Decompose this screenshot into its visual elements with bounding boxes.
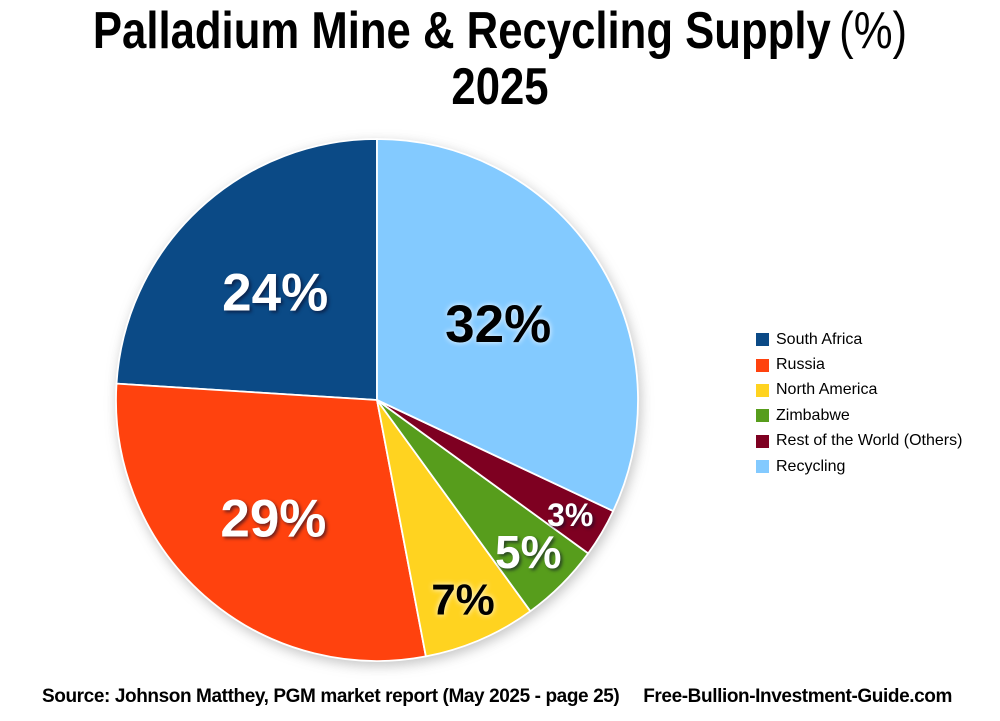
footer-source-text: Source: Johnson Matthey, PGM market repo…	[42, 686, 620, 707]
legend-swatch-zimbabwe	[756, 409, 769, 423]
legend-label-zimbabwe: Zimbabwe	[776, 406, 850, 424]
pie-data-label-zimbabwe: 5%	[495, 526, 561, 578]
chart-legend: South Africa Russia North America Zimbabwe R…	[756, 327, 962, 479]
legend-label-recycling: Recycling	[776, 457, 846, 475]
legend-item-south-africa: South Africa	[756, 327, 962, 352]
pie-slice-south-africa	[115, 138, 378, 401]
pie-data-label-recycling: 32%	[445, 295, 551, 354]
pie-slice-russia	[115, 382, 427, 662]
chart-title-text: Palladium Mine & Recycling Supply	[92, 2, 831, 60]
pie-slice-north-america	[376, 399, 532, 658]
legend-swatch-recycling	[756, 460, 769, 474]
legend-swatch-south-africa	[756, 333, 769, 347]
legend-swatch-russia	[756, 358, 769, 372]
legend-item-russia: Russia	[756, 352, 962, 377]
legend-item-zimbabwe: Zimbabwe	[756, 403, 962, 428]
legend-label-rest-of-the-world-others: Rest of the World (Others)	[776, 432, 963, 450]
chart-title-year: 2025	[451, 58, 549, 116]
pie-data-label-north-america: 7%	[431, 576, 495, 625]
legend-label-russia: Russia	[776, 356, 825, 374]
pie-data-label-south-africa: 24%	[222, 264, 328, 323]
pie-slice-recycling	[376, 138, 639, 512]
chart-title-unit: (%)	[839, 2, 908, 60]
chart-title: Palladium Mine & Recycling Supply (%)	[80, 4, 920, 59]
legend-label-north-america: North America	[776, 381, 878, 399]
pie-data-label-rest-of-the-world-others: 3%	[547, 497, 593, 533]
footer-site-text: Free-Bullion-Investment-Guide.com	[643, 686, 952, 707]
legend-swatch-rest-of-the-world-others	[756, 434, 769, 448]
legend-swatch-north-america	[756, 383, 769, 397]
legend-item-rest-of-the-world-others: Rest of the World (Others)	[756, 429, 962, 454]
legend-label-south-africa: South Africa	[776, 330, 863, 348]
legend-item-north-america: North America	[756, 378, 962, 403]
pie-slices-group	[115, 138, 639, 662]
pie-data-label-russia: 29%	[220, 490, 326, 549]
legend-item-recycling: Recycling	[756, 454, 962, 479]
footer: Source: Johnson Matthey, PGM market repo…	[42, 686, 952, 708]
